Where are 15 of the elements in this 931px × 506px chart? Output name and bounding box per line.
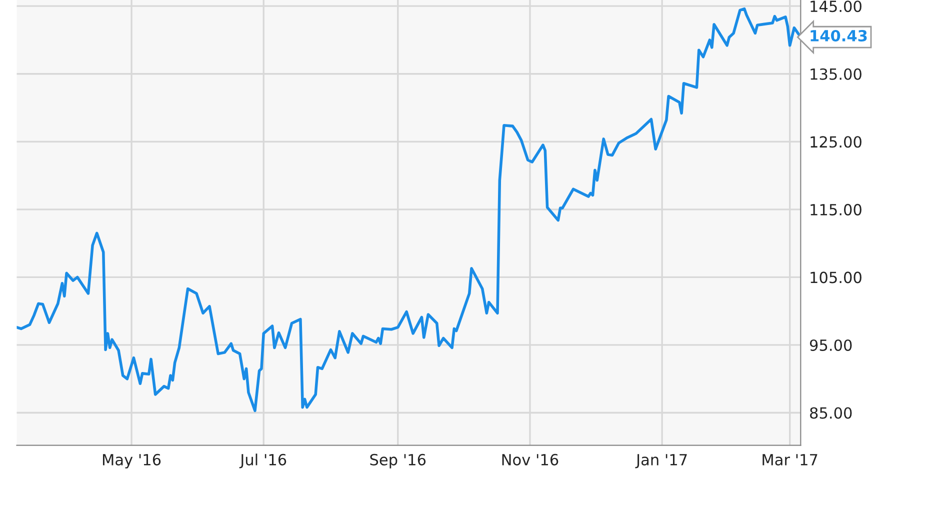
y-tick-label: 125.00 xyxy=(810,136,862,148)
annotation: 140.43 xyxy=(810,30,867,42)
y-tick-label: 95.00 xyxy=(810,339,852,351)
x-tick-label: Jan '17 xyxy=(635,454,687,468)
x-tick-label: Sep '16 xyxy=(370,454,426,468)
x-tick-label: May '16 xyxy=(102,454,161,468)
line-series xyxy=(16,7,801,412)
y-tick-label: 105.00 xyxy=(810,272,862,284)
y-tick-label: 135.00 xyxy=(810,68,862,80)
x-tick-label: Jul '16 xyxy=(239,454,286,468)
x-tick-label: Mar '17 xyxy=(762,454,818,466)
x-tick-label: Nov '16 xyxy=(502,454,558,466)
y-tick-label: 115.00 xyxy=(810,204,862,216)
y-tick-label: 145.00 xyxy=(810,0,862,12)
y-tick-label: 85.00 xyxy=(810,407,852,419)
